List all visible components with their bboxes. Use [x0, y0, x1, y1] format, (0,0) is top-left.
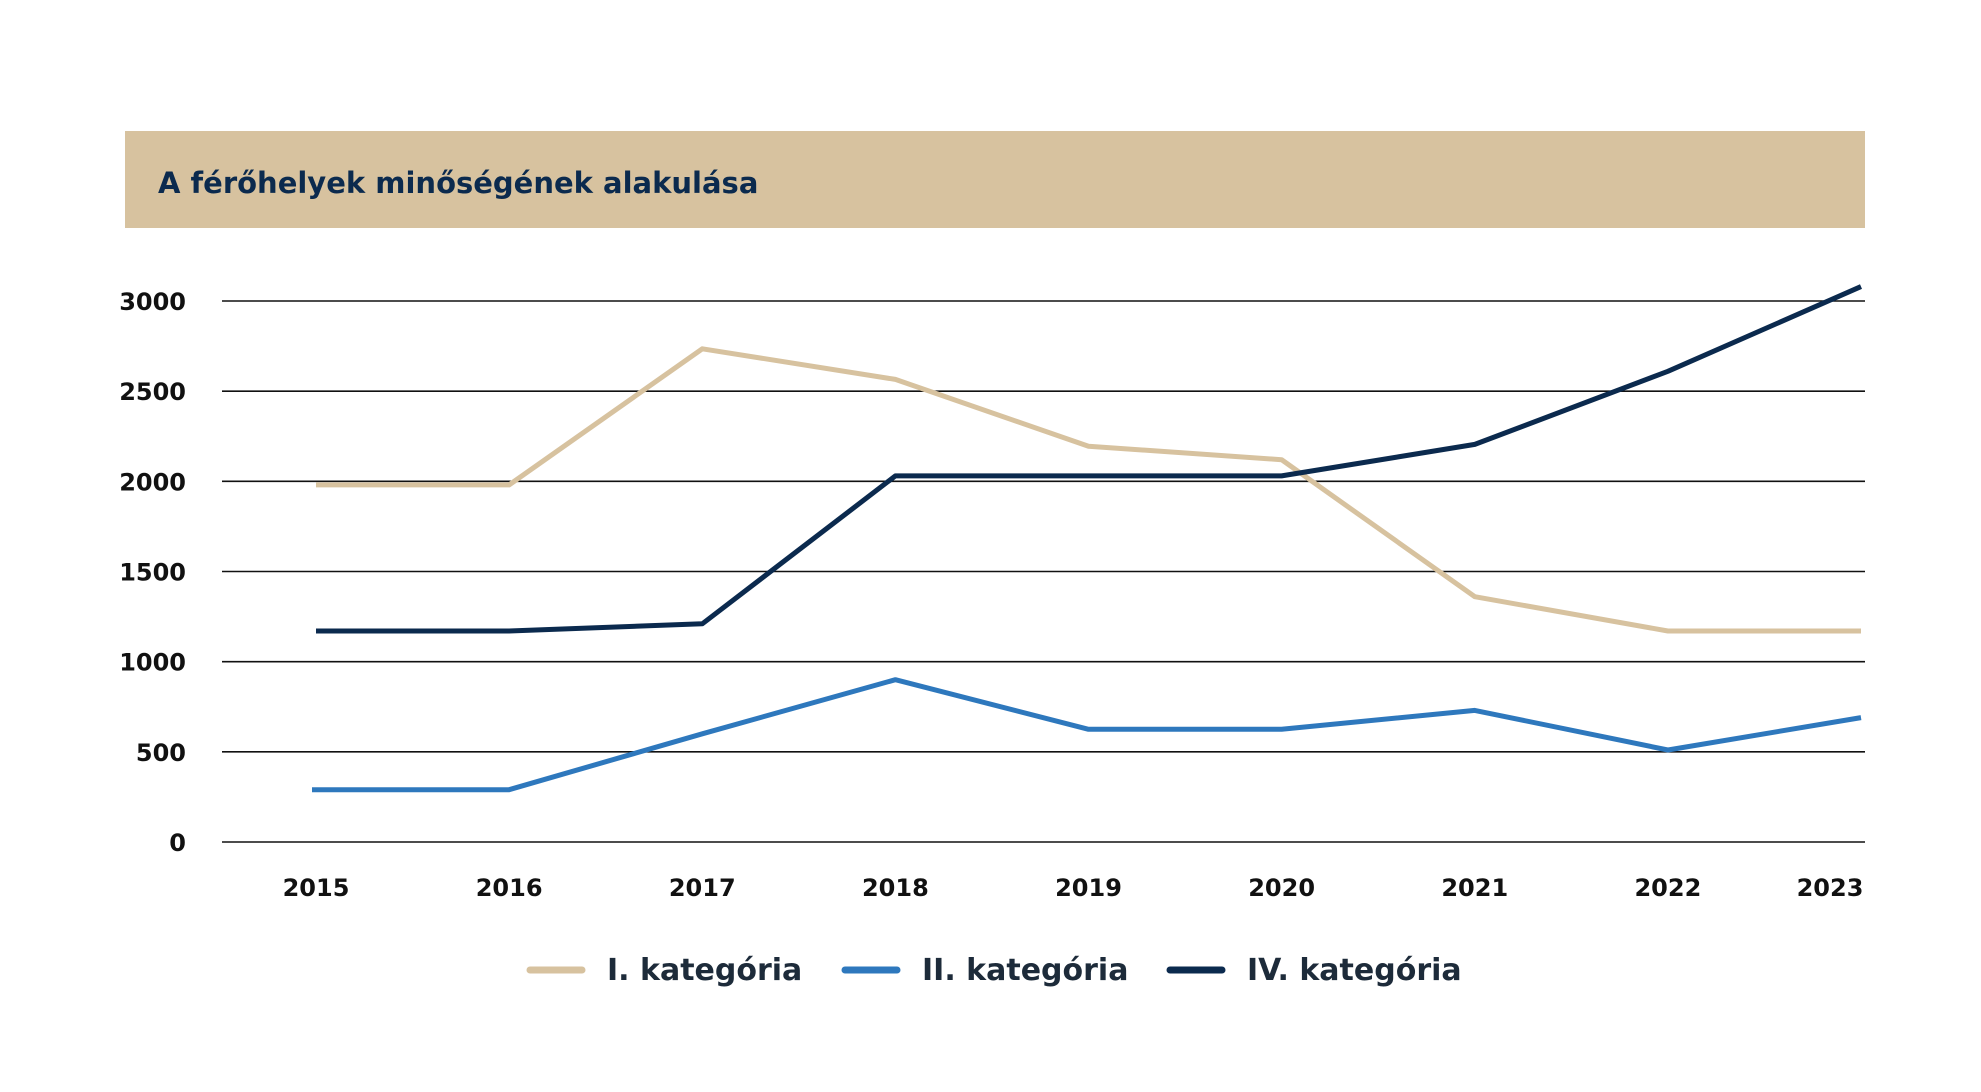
series-line-3 — [316, 284, 1863, 634]
legend-label: II. kategória — [922, 953, 1128, 988]
x-axis-ticks: 2015 2016 2017 2018 2019 2020 2021 2022 2023 — [283, 874, 1864, 902]
y-axis-ticks: 0 500 1000 1500 2000 2500 3000 — [119, 288, 186, 857]
y-tick-label: 3000 — [119, 288, 186, 316]
y-tick-label: 500 — [136, 739, 186, 767]
y-tick-label: 0 — [169, 829, 186, 857]
chart-title: A férőhelyek minőségének alakulása — [158, 166, 758, 200]
y-tick-label: 2500 — [119, 378, 186, 406]
legend-label: IV. kategória — [1247, 953, 1462, 988]
grid-lines — [222, 300, 1865, 843]
series-line-2 — [312, 677, 1862, 793]
x-tick-label: 2017 — [669, 874, 736, 902]
y-tick-label: 1000 — [119, 649, 186, 677]
x-tick-label: 2016 — [476, 874, 543, 902]
x-tick-label: 2022 — [1634, 874, 1701, 902]
title-band — [125, 131, 1865, 228]
x-tick-label: 2019 — [1055, 874, 1122, 902]
legend: I. kategória II. kategória IV. kategória — [526, 953, 1462, 988]
x-tick-label: 2020 — [1248, 874, 1315, 902]
legend-label: I. kategória — [607, 953, 802, 988]
x-tick-label: 2015 — [283, 874, 350, 902]
x-tick-label: 2018 — [862, 874, 929, 902]
x-tick-label: 2023 — [1797, 874, 1864, 902]
x-tick-label: 2021 — [1441, 874, 1508, 902]
series-lines — [312, 284, 1863, 793]
y-tick-label: 2000 — [119, 468, 186, 496]
series-line-1 — [316, 346, 1861, 634]
y-tick-label: 1500 — [119, 559, 186, 587]
